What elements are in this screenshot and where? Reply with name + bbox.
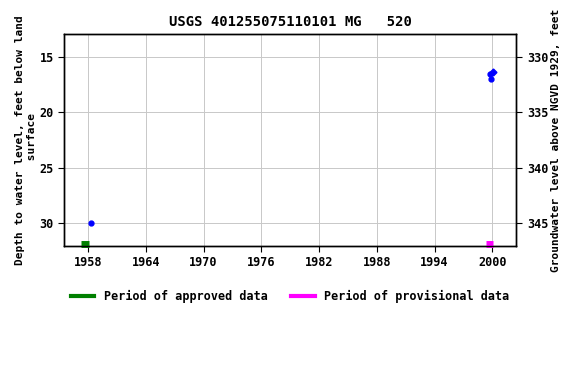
- Title: USGS 401255075110101 MG   520: USGS 401255075110101 MG 520: [169, 15, 412, 29]
- Legend: Period of approved data, Period of provisional data: Period of approved data, Period of provi…: [66, 285, 514, 308]
- Y-axis label: Depth to water level, feet below land
 surface: Depth to water level, feet below land su…: [15, 15, 37, 265]
- Y-axis label: Groundwater level above NGVD 1929, feet: Groundwater level above NGVD 1929, feet: [551, 8, 561, 271]
